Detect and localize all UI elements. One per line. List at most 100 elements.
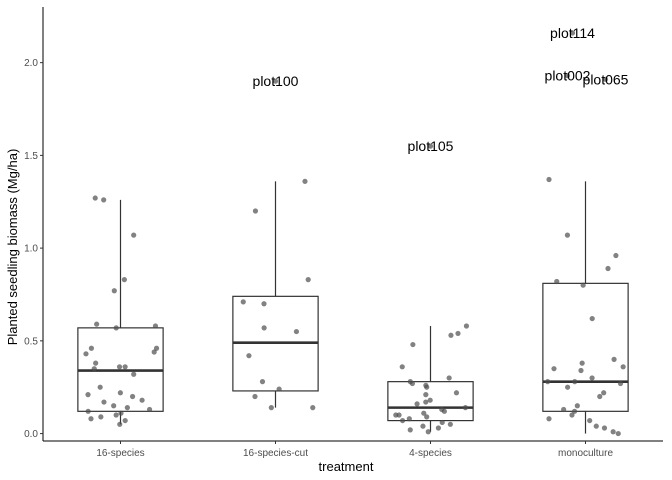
data-point [98,414,104,420]
data-point [427,397,433,403]
data-point [88,345,95,351]
box [542,282,629,412]
data-point [399,364,405,370]
data-point [611,356,617,362]
data-point [261,325,267,331]
data-point [393,412,399,418]
data-point [131,371,137,377]
data-point [310,405,316,411]
data-point [615,430,621,437]
outlier-point [564,73,571,79]
data-point [589,315,595,322]
data-point [578,367,584,374]
outlier-point [272,78,279,84]
data-point [572,379,578,385]
data-point [276,386,282,392]
data-point [414,401,420,407]
x-tick-label: monoculture [558,448,613,459]
data-point [546,176,552,183]
x-axis-title: treatment [319,459,374,474]
data-point [124,405,130,411]
data-point [561,406,567,413]
data-point [574,403,580,409]
y-tick-label: 2.0 [24,58,38,69]
data-point [88,416,94,422]
data-point [551,366,557,372]
y-axis: 0.0 0.5 1.0 1.5 2.0 [24,7,44,441]
data-point [151,349,157,355]
data-point [554,278,560,285]
data-point [587,417,593,424]
data-point [439,419,445,426]
y-tick-label: 1.5 [24,151,38,162]
data-point [593,423,599,429]
data-point [152,323,159,329]
data-point [146,406,153,413]
data-point [111,403,117,409]
data-point [113,412,119,418]
data-point [116,364,123,370]
y-axis-title: Planted seedling biomass (Mg/ha) [5,149,20,346]
data-point [111,288,117,294]
data-point [91,366,97,372]
x-tick-label: 16-species [96,448,144,459]
y-tick-label: 1.0 [24,244,38,255]
data-point [97,384,103,390]
data-point [564,232,571,238]
outlier-point [602,76,609,82]
data-point [407,379,413,385]
data-point [597,393,603,400]
data-point [565,384,571,390]
outlier-point [427,143,434,149]
data-point [268,405,274,411]
data-point [462,405,469,411]
data-point [121,277,127,283]
data-point [407,427,413,433]
x-axis: 16-species 16-species-cut 4-species monocul… [43,440,663,459]
data-point [85,408,91,414]
data-point [122,417,128,424]
data-point [122,364,128,370]
outlier-label: plot065 [583,71,629,87]
outlier-label: plot114 [550,25,595,41]
data-point [305,277,311,283]
data-point [425,429,431,435]
data-point [447,421,453,427]
x-tick-label: 16-species-cut [243,448,308,459]
data-point [580,282,586,288]
data-point [252,393,258,400]
data-point [571,408,578,414]
x-tick-label: 4-species [409,448,452,459]
data-point [293,328,300,335]
outlier-label: plot100 [253,73,299,89]
data-point [421,410,427,416]
data-point [435,425,442,431]
data-point [410,341,416,348]
data-point [545,379,551,385]
data-point [439,406,445,413]
data-point [423,392,429,398]
data-point [246,353,252,359]
data-point [420,423,426,429]
data-point [613,252,619,259]
data-point [117,390,123,396]
data-point [259,379,266,385]
data-point [240,299,246,305]
data-point [423,382,429,388]
data-point [302,178,308,184]
data-point [117,421,123,427]
data-point [93,360,99,366]
data-point [455,330,461,337]
data-point [139,397,145,403]
data-point [101,197,107,203]
y-tick-label: 0.0 [24,429,38,440]
data-point [118,410,124,416]
outlier-label: plot002 [545,68,591,84]
data-point [601,425,608,431]
data-point [579,360,585,366]
data-point [569,412,575,418]
data-point [113,325,119,331]
data-point [129,393,136,400]
data-point [446,375,452,381]
